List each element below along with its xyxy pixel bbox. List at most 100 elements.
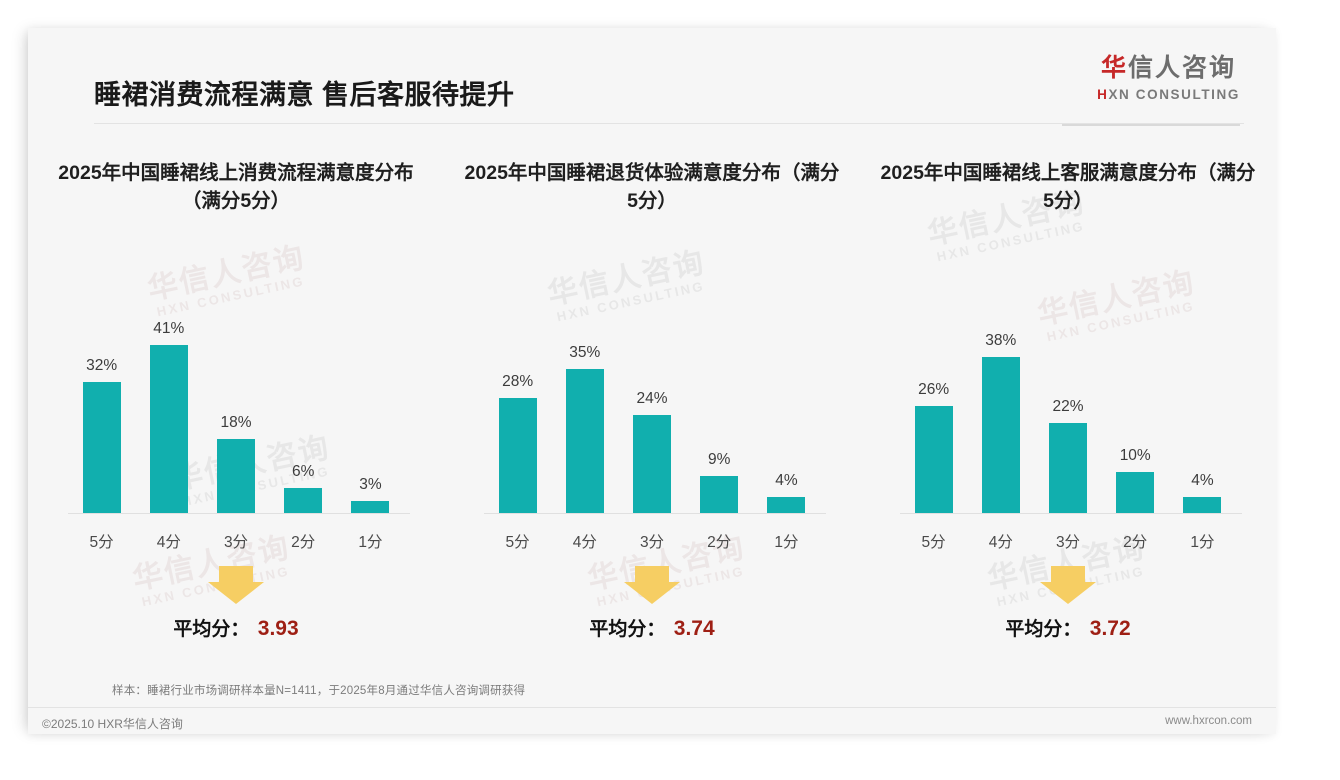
footer-divider (28, 707, 1276, 708)
bar-slot: 6% (270, 224, 337, 513)
bar-chart-plot: 28% 35% 24% 9% (484, 224, 826, 514)
bar-value-label: 4% (775, 472, 798, 489)
x-tick-label: 5分 (505, 534, 530, 551)
chart-title: 2025年中国睡裙线上客服满意度分布（满分5分） (880, 162, 1256, 212)
bar[interactable] (217, 439, 255, 513)
average-label: 平均分： (173, 619, 250, 640)
bar-slot: 4% (753, 224, 820, 513)
bar-value-label: 32% (86, 357, 118, 374)
x-tick-label: 1分 (1190, 534, 1215, 551)
bar[interactable] (565, 369, 604, 513)
bar-slot: 10% (1102, 224, 1169, 513)
arrow-head (208, 582, 264, 604)
average-line: 平均分： 3.74 (458, 614, 846, 641)
average-value: 3.93 (257, 617, 299, 640)
bar-slot: 22% (1034, 224, 1101, 513)
bar-value-label: 10% (1119, 447, 1151, 464)
bar[interactable] (981, 357, 1020, 513)
bar-slot: 38% (967, 224, 1034, 513)
bar-slot: 41% (135, 224, 202, 513)
arrow-stem (1051, 566, 1085, 582)
average-callout: 平均分： 3.72 (874, 562, 1262, 658)
bar[interactable] (914, 406, 953, 513)
x-tick-label: 4分 (988, 534, 1013, 551)
average-label: 平均分： (1005, 619, 1082, 640)
page-title: 睡裙消费流程满意 售后客服待提升 (94, 80, 515, 110)
bar-value-label: 38% (985, 332, 1017, 349)
bar-slot: 24% (618, 224, 685, 513)
bar-chart-plot: 26% 38% 22% 10% (900, 224, 1242, 514)
bar-value-label: 41% (153, 320, 185, 337)
bar[interactable] (633, 415, 671, 513)
bar-slot: 35% (551, 224, 618, 513)
x-tick-label: 5分 (921, 534, 946, 551)
x-axis-line (900, 513, 1242, 514)
bar-slot: 28% (484, 224, 551, 513)
slide-header: 睡裙消费流程满意 售后客服待提升 华信人咨询 HXN CONSULTING (28, 28, 1276, 126)
bar-value-label: 35% (569, 344, 601, 361)
bar-slot: 9% (686, 224, 753, 513)
x-axis-line (68, 513, 410, 514)
x-axis-labels: 5分 4分 3分 2分 1分 (68, 514, 404, 552)
bar[interactable] (498, 398, 537, 513)
bar-series: 32% 41% 18% 6% (68, 224, 404, 513)
logo-underline (1062, 124, 1240, 126)
down-arrow-icon (624, 566, 680, 604)
bar[interactable] (1116, 472, 1155, 513)
bar-slot: 18% (202, 224, 269, 513)
bar-value-label: 18% (220, 414, 252, 431)
bar-series: 28% 35% 24% 9% (484, 224, 820, 513)
arrow-stem (219, 566, 253, 582)
x-tick-label: 2分 (1123, 534, 1148, 551)
down-arrow-icon (1040, 566, 1096, 604)
x-tick-label: 1分 (358, 534, 383, 551)
slide-footer: ©2025.10 HXR华信人咨询 www.hxrcon.com (28, 707, 1276, 734)
arrow-head (624, 582, 680, 604)
website-link[interactable]: www.hxrcon.com (1165, 715, 1252, 727)
bar-value-label: 4% (1191, 472, 1214, 489)
arrow-head (1040, 582, 1096, 604)
x-axis-labels: 5分 4分 3分 2分 1分 (484, 514, 820, 552)
x-tick-label: 2分 (707, 534, 732, 551)
x-tick-label: 4分 (572, 534, 597, 551)
average-callout: 平均分： 3.74 (458, 562, 846, 658)
average-line: 平均分： 3.93 (42, 614, 430, 641)
x-axis-labels: 5分 4分 3分 2分 1分 (900, 514, 1236, 552)
bar[interactable] (1183, 497, 1222, 513)
arrow-stem (635, 566, 669, 582)
brand-logo: 华信人咨询 HXN CONSULTING (1097, 56, 1240, 102)
average-value: 3.72 (1089, 617, 1131, 640)
down-arrow-icon (208, 566, 264, 604)
logo-text-cn: 华信人咨询 (1097, 56, 1240, 81)
x-tick-label: 3分 (1055, 534, 1081, 551)
x-tick-label: 3分 (639, 534, 665, 551)
chart-title: 2025年中国睡裙退货体验满意度分布（满分5分） (464, 162, 840, 212)
bar-slot: 26% (900, 224, 967, 513)
bar-value-label: 3% (359, 476, 382, 493)
charts-row: 2025年中国睡裙线上消费流程满意度分布（满分5分） 32% 41% 18% (28, 140, 1276, 670)
bar[interactable] (767, 497, 806, 513)
logo-text-en: HXN CONSULTING (1097, 88, 1240, 102)
average-line: 平均分： 3.72 (874, 614, 1262, 641)
logo-rest-chars: 信人咨询 (1128, 54, 1237, 82)
bar-value-label: 6% (292, 463, 315, 480)
bar-value-label: 26% (918, 381, 950, 398)
bar-value-label: 28% (502, 373, 534, 390)
logo-accent-char: 华 (1101, 54, 1129, 82)
source-note: 样本：睡裙行业市场调研样本量N=1411，于2025年8月通过华信人咨询调研获得 (112, 685, 526, 697)
bar[interactable] (149, 345, 188, 513)
average-value: 3.74 (673, 617, 715, 640)
bar[interactable] (351, 501, 390, 513)
bar[interactable] (1049, 423, 1087, 513)
bar[interactable] (284, 488, 323, 513)
average-label: 平均分： (589, 619, 666, 640)
slide-canvas: 华信人咨询 HXN CONSULTING 华信人咨询 HXN CONSULTIN… (28, 28, 1276, 734)
chart-panel-1: 2025年中国睡裙线上消费流程满意度分布（满分5分） 32% 41% 18% (28, 140, 444, 670)
x-tick-label: 5分 (89, 534, 114, 551)
bar-value-label: 24% (636, 390, 668, 407)
x-tick-label: 3分 (223, 534, 249, 551)
copyright-text: ©2025.10 HXR华信人咨询 (42, 717, 183, 731)
header-divider (94, 123, 1244, 124)
bar[interactable] (82, 382, 121, 513)
bar[interactable] (700, 476, 739, 513)
